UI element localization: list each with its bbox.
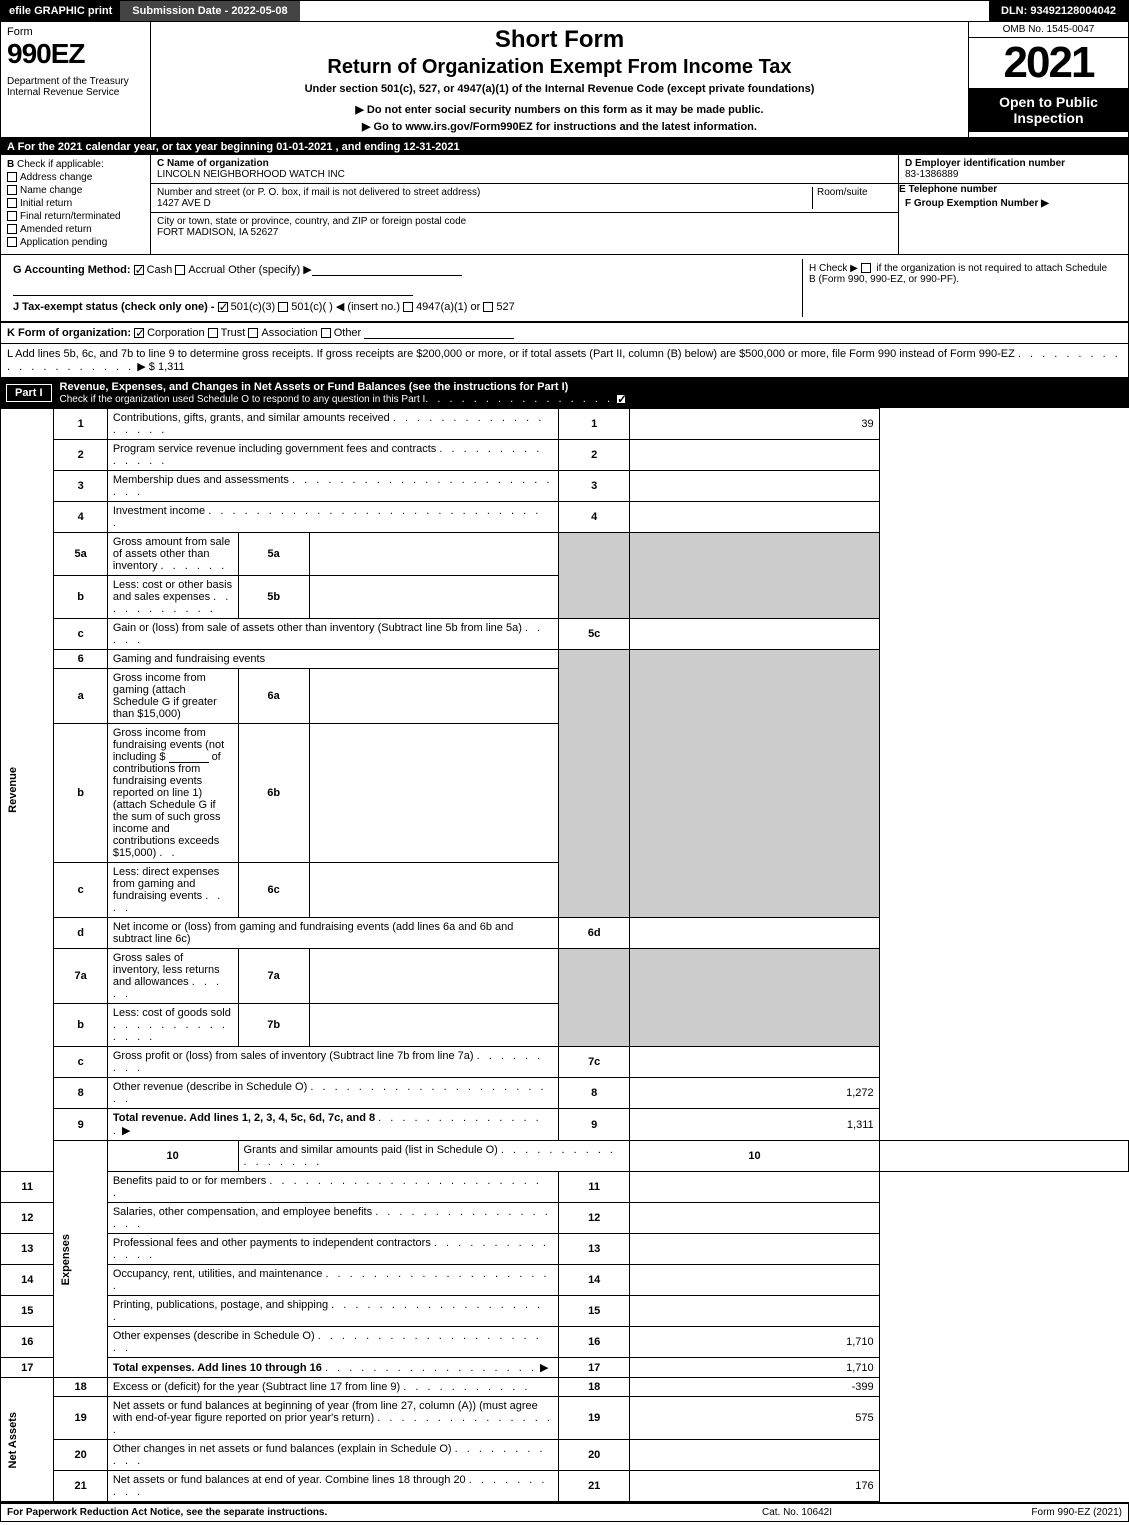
chk-address-change[interactable]: Address change [7,172,144,183]
table-row: 2Program service revenue including gover… [1,440,1129,471]
chk-amended-return[interactable]: Amended return [7,224,144,235]
short-form-title: Short Form [161,26,958,54]
part-number: Part I [6,384,52,402]
group-label: F Group Exemption Number ▶ [905,198,1049,209]
omb-number: OMB No. 1545-0047 [969,22,1128,38]
table-row: cGain or (loss) from sale of assets othe… [1,619,1129,650]
chk-initial-return[interactable]: Initial return [7,198,144,209]
city-label: City or town, state or province, country… [157,216,466,227]
table-row: Expenses 10Grants and similar amounts pa… [1,1141,1129,1172]
table-row: 5aGross amount from sale of assets other… [1,533,1129,576]
row-h-schedule-b: H Check ▶ if the organization is not req… [802,259,1122,317]
street-address: 1427 AVE D [157,198,211,209]
table-row: Net Assets 18Excess or (deficit) for the… [1,1378,1129,1397]
open-to-public: Open to Public Inspection [969,88,1128,132]
row-j-tax-exempt: J Tax-exempt status (check only one) - 5… [13,300,796,313]
table-row: 11Benefits paid to or for members . . . … [1,1172,1129,1203]
ssn-warning: ▶ Do not enter social security numbers o… [161,103,958,116]
section-b: B Check if applicable: Address change Na… [1,155,151,254]
chk-final-return[interactable]: Final return/terminated [7,211,144,222]
form-title-block: Short Form Return of Organization Exempt… [151,22,968,137]
ein-label: D Employer identification number [905,158,1065,169]
efile-print[interactable]: efile GRAPHIC print [1,1,120,21]
table-row: Revenue 1Contributions, gifts, grants, a… [1,409,1129,440]
street-label: Number and street (or P. O. box, if mail… [157,187,480,198]
chk-corporation[interactable] [134,328,144,338]
table-row: 13Professional fees and other payments t… [1,1234,1129,1265]
tax-year: 2021 [969,38,1128,88]
table-row: 4Investment income . . . . . . . . . . .… [1,502,1129,533]
department: Department of the Treasury Internal Reve… [7,76,144,98]
table-row: 21Net assets or fund balances at end of … [1,1471,1129,1502]
table-row: 7aGross sales of inventory, less returns… [1,949,1129,1004]
topbar: efile GRAPHIC print Submission Date - 20… [0,0,1129,22]
footer-formref: Form 990-EZ (2021) [922,1507,1122,1518]
dln: DLN: 93492128004042 [989,1,1128,21]
row-l-gross-receipts: L Add lines 5b, 6c, and 7b to line 9 to … [0,344,1129,378]
city-state-zip: FORT MADISON, IA 52627 [157,227,278,238]
side-expenses: Expenses [59,1230,73,1289]
table-row: 9Total revenue. Add lines 1, 2, 3, 4, 5c… [1,1109,1129,1141]
footer-catno: Cat. No. 10642I [672,1507,922,1518]
chk-other-org[interactable] [321,328,331,338]
table-row: 15Printing, publications, postage, and s… [1,1296,1129,1327]
org-name-label: C Name of organization [157,158,269,169]
side-revenue: Revenue [6,763,20,817]
part-check-o: Check if the organization used Schedule … [60,394,426,405]
form-id-block: Form 990EZ Department of the Treasury In… [1,22,151,137]
table-row: cGross profit or (loss) from sales of in… [1,1047,1129,1078]
year-block: OMB No. 1545-0047 2021 Open to Public In… [968,22,1128,137]
ein: 83-1386889 [905,169,958,180]
chk-schedule-o[interactable] [616,394,626,404]
chk-trust[interactable] [208,328,218,338]
chk-application-pending[interactable]: Application pending [7,237,144,248]
chk-cash[interactable] [134,265,144,275]
chk-accrual[interactable] [175,265,185,275]
chk-4947[interactable] [403,302,413,312]
section-c: C Name of organization LINCOLN NEIGHBORH… [151,155,898,254]
goto-link[interactable]: ▶ Go to www.irs.gov/Form990EZ for instru… [161,120,958,133]
page-footer: For Paperwork Reduction Act Notice, see … [0,1502,1129,1522]
table-row: 19Net assets or fund balances at beginni… [1,1397,1129,1440]
table-row: 8Other revenue (describe in Schedule O) … [1,1078,1129,1109]
part-title: Revenue, Expenses, and Changes in Net As… [60,381,569,393]
form-title: Return of Organization Exempt From Incom… [161,56,958,79]
row-g-accounting: G Accounting Method: Cash Accrual Other … [13,263,796,276]
table-row: 12Salaries, other compensation, and empl… [1,1203,1129,1234]
form-label: Form [7,26,144,38]
section-d-e-f: D Employer identification number 83-1386… [898,155,1128,254]
chk-not-required-sched-b[interactable] [861,263,871,273]
room-label: Room/suite [817,187,868,198]
table-row: dNet income or (loss) from gaming and fu… [1,918,1129,949]
side-netassets: Net Assets [6,1408,20,1472]
chk-501c[interactable] [278,302,288,312]
chk-name-change[interactable]: Name change [7,185,144,196]
under-section: Under section 501(c), 527, or 4947(a)(1)… [161,83,958,95]
part-i-header: Part I Revenue, Expenses, and Changes in… [0,378,1129,408]
part-i-table: Revenue 1Contributions, gifts, grants, a… [0,408,1129,1502]
submission-date: Submission Date - 2022-05-08 [120,1,299,21]
table-row: 20Other changes in net assets or fund ba… [1,1440,1129,1471]
table-row: 14Occupancy, rent, utilities, and mainte… [1,1265,1129,1296]
table-row: 3Membership dues and assessments . . . .… [1,471,1129,502]
row-i-website [13,284,796,296]
row-a-calendar: A For the 2021 calendar year, or tax yea… [0,139,1129,155]
form-number: 990EZ [7,38,144,70]
table-row: 6Gaming and fundraising events [1,650,1129,669]
footer-left: For Paperwork Reduction Act Notice, see … [7,1507,672,1518]
tel-label: E Telephone number [899,184,997,195]
form-header: Form 990EZ Department of the Treasury In… [0,22,1129,139]
table-row: 16Other expenses (describe in Schedule O… [1,1327,1129,1358]
chk-association[interactable] [248,328,258,338]
table-row: 17Total expenses. Add lines 10 through 1… [1,1358,1129,1378]
row-k-org-form: K Form of organization: Corporation Trus… [0,322,1129,344]
org-name: LINCOLN NEIGHBORHOOD WATCH INC [157,169,345,180]
chk-501c3[interactable] [218,302,228,312]
info-grid: B Check if applicable: Address change Na… [0,155,1129,255]
chk-527[interactable] [483,302,493,312]
